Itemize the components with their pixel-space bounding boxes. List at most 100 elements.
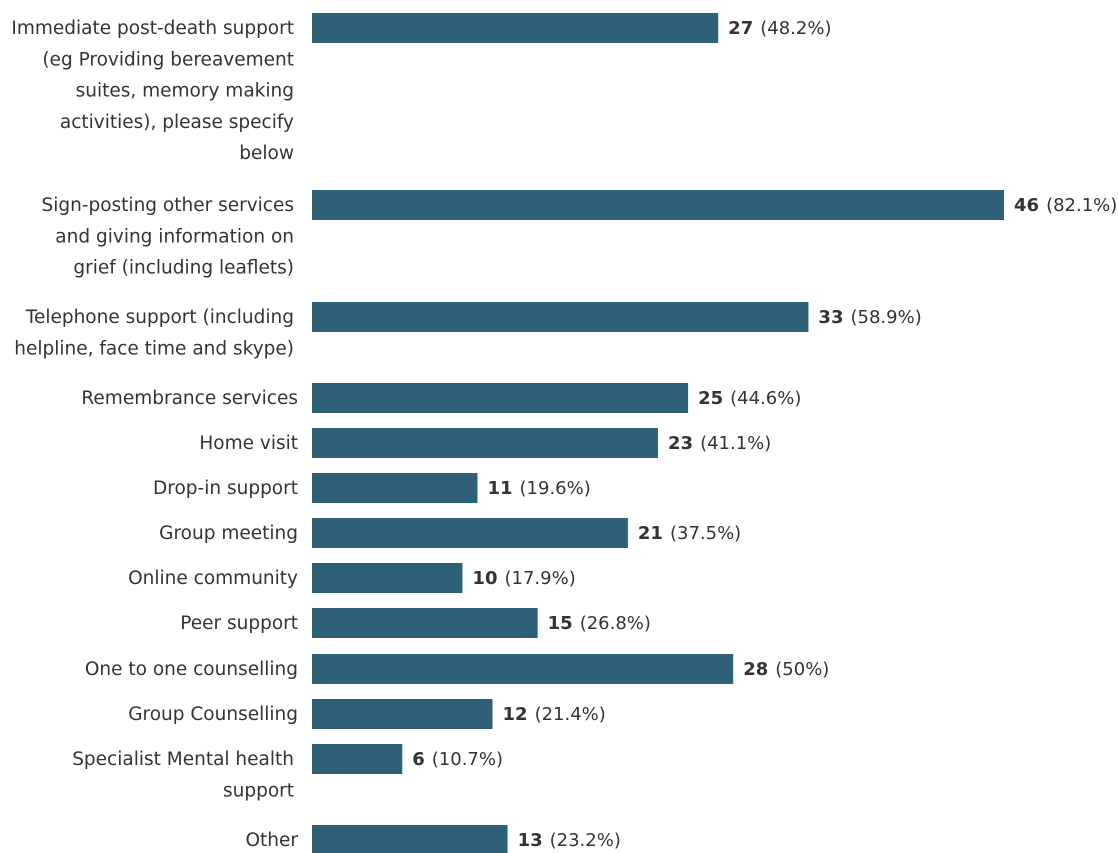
value-percent: (50%) <box>775 659 829 680</box>
category-label-line: Sign-posting other services <box>41 195 294 216</box>
category-label: Group Counselling <box>128 704 298 725</box>
bar <box>312 825 508 853</box>
category-label-line: One to one counselling <box>85 659 298 680</box>
value-count: 13 <box>518 830 543 851</box>
bar-group: Immediate post-death support (eg Providin… <box>11 13 831 164</box>
category-label-line: Home visit <box>199 433 298 454</box>
value-count: 28 <box>743 659 768 680</box>
data-label: 33 (58.9%) <box>818 307 921 328</box>
value-percent: (10.7%) <box>432 749 503 770</box>
category-label-line: activities), please specify <box>60 112 294 133</box>
category-label: Remembrance services <box>81 388 298 409</box>
data-label: 21 (37.5%) <box>638 523 741 544</box>
value-percent: (21.4%) <box>535 704 606 725</box>
category-label-line: helpline, face time and skype) <box>14 338 294 359</box>
bar-group: Sign-posting other services and giving in… <box>41 190 1117 279</box>
bar-group: Home visit 23 (41.1%) <box>199 428 771 458</box>
category-label-line: Drop-in support <box>153 478 298 499</box>
bar-group: Online community 10 (17.9%) <box>128 563 576 593</box>
data-label: 27 (48.2%) <box>728 18 831 39</box>
data-label: 15 (26.8%) <box>548 613 651 634</box>
value-count: 25 <box>698 388 723 409</box>
category-label: Group meeting <box>159 523 298 544</box>
data-label: 25 (44.6%) <box>698 388 801 409</box>
bar <box>312 608 538 638</box>
category-label: Peer support <box>180 613 298 634</box>
category-label-line: suites, memory making <box>76 81 294 102</box>
category-label: Telephone support (including helpline, fa… <box>14 307 294 359</box>
category-label-line: Group Counselling <box>128 704 298 725</box>
category-label-line: grief (including leaflets) <box>73 258 294 279</box>
value-percent: (48.2%) <box>760 18 831 39</box>
bar <box>312 563 463 593</box>
value-count: 46 <box>1014 195 1039 216</box>
category-label: One to one counselling <box>85 659 298 680</box>
category-label: Home visit <box>199 433 298 454</box>
category-label-line: and giving information on <box>55 226 294 247</box>
bar <box>312 302 809 332</box>
data-label: 28 (50%) <box>743 659 829 680</box>
value-count: 33 <box>818 307 843 328</box>
value-percent: (26.8%) <box>580 613 651 634</box>
category-label-line: Specialist Mental health <box>72 749 294 770</box>
category-label-line: Group meeting <box>159 523 298 544</box>
value-percent: (41.1%) <box>700 433 771 454</box>
bar <box>312 13 719 43</box>
category-label-line: Online community <box>128 568 298 589</box>
bar-group: Drop-in support 11 (19.6%) <box>153 473 591 503</box>
value-percent: (44.6%) <box>730 388 801 409</box>
category-label-line: below <box>239 143 294 164</box>
bar <box>312 473 478 503</box>
data-label: 46 (82.1%) <box>1014 195 1117 216</box>
category-label-line: Other <box>245 830 298 851</box>
category-label: Drop-in support <box>153 478 298 499</box>
category-label-line: Peer support <box>180 613 298 634</box>
bar-group: Specialist Mental health support 6 (10.7%) <box>72 744 503 801</box>
bar <box>312 428 658 458</box>
bar-group: Remembrance services 25 (44.6%) <box>81 383 801 413</box>
data-label: 11 (19.6%) <box>487 478 590 499</box>
value-count: 11 <box>487 478 512 499</box>
bar <box>312 654 734 684</box>
value-count: 10 <box>472 568 497 589</box>
bar <box>312 383 689 413</box>
value-count: 15 <box>548 613 573 634</box>
category-label-line: Remembrance services <box>81 388 298 409</box>
category-label: Online community <box>128 568 298 589</box>
value-percent: (19.6%) <box>520 478 591 499</box>
value-percent: (17.9%) <box>504 568 575 589</box>
value-percent: (58.9%) <box>850 307 921 328</box>
bar-group: Group meeting 21 (37.5%) <box>159 518 741 548</box>
bar-group: One to one counselling 28 (50%) <box>85 654 829 684</box>
category-label-line: (eg Providing bereavement <box>42 49 294 70</box>
value-count: 12 <box>503 704 528 725</box>
bar <box>312 190 1004 220</box>
value-percent: (23.2%) <box>550 830 621 851</box>
category-label: Specialist Mental health support <box>72 749 294 801</box>
category-label-line: support <box>223 780 294 801</box>
value-count: 27 <box>728 18 753 39</box>
data-label: 6 (10.7%) <box>412 749 503 770</box>
bar <box>312 699 493 729</box>
bar <box>312 518 628 548</box>
bar-group: Group Counselling 12 (21.4%) <box>128 699 606 729</box>
value-count: 6 <box>412 749 425 770</box>
bar-group: Peer support 15 (26.8%) <box>180 608 651 638</box>
data-label: 12 (21.4%) <box>503 704 606 725</box>
value-percent: (37.5%) <box>670 523 741 544</box>
category-label-line: Telephone support (including <box>25 307 294 328</box>
bar-group: Other 13 (23.2%) <box>245 825 621 853</box>
value-count: 23 <box>668 433 693 454</box>
category-label: Sign-posting other services and giving in… <box>41 195 294 279</box>
value-percent: (82.1%) <box>1046 195 1117 216</box>
category-label: Immediate post-death support (eg Providin… <box>11 18 294 164</box>
category-label-line: Immediate post-death support <box>11 18 294 39</box>
data-label: 23 (41.1%) <box>668 433 771 454</box>
value-count: 21 <box>638 523 663 544</box>
bar-group: Telephone support (including helpline, fa… <box>14 302 922 359</box>
bar <box>312 744 403 774</box>
data-label: 13 (23.2%) <box>518 830 621 851</box>
category-label: Other <box>245 830 298 851</box>
data-label: 10 (17.9%) <box>472 568 575 589</box>
